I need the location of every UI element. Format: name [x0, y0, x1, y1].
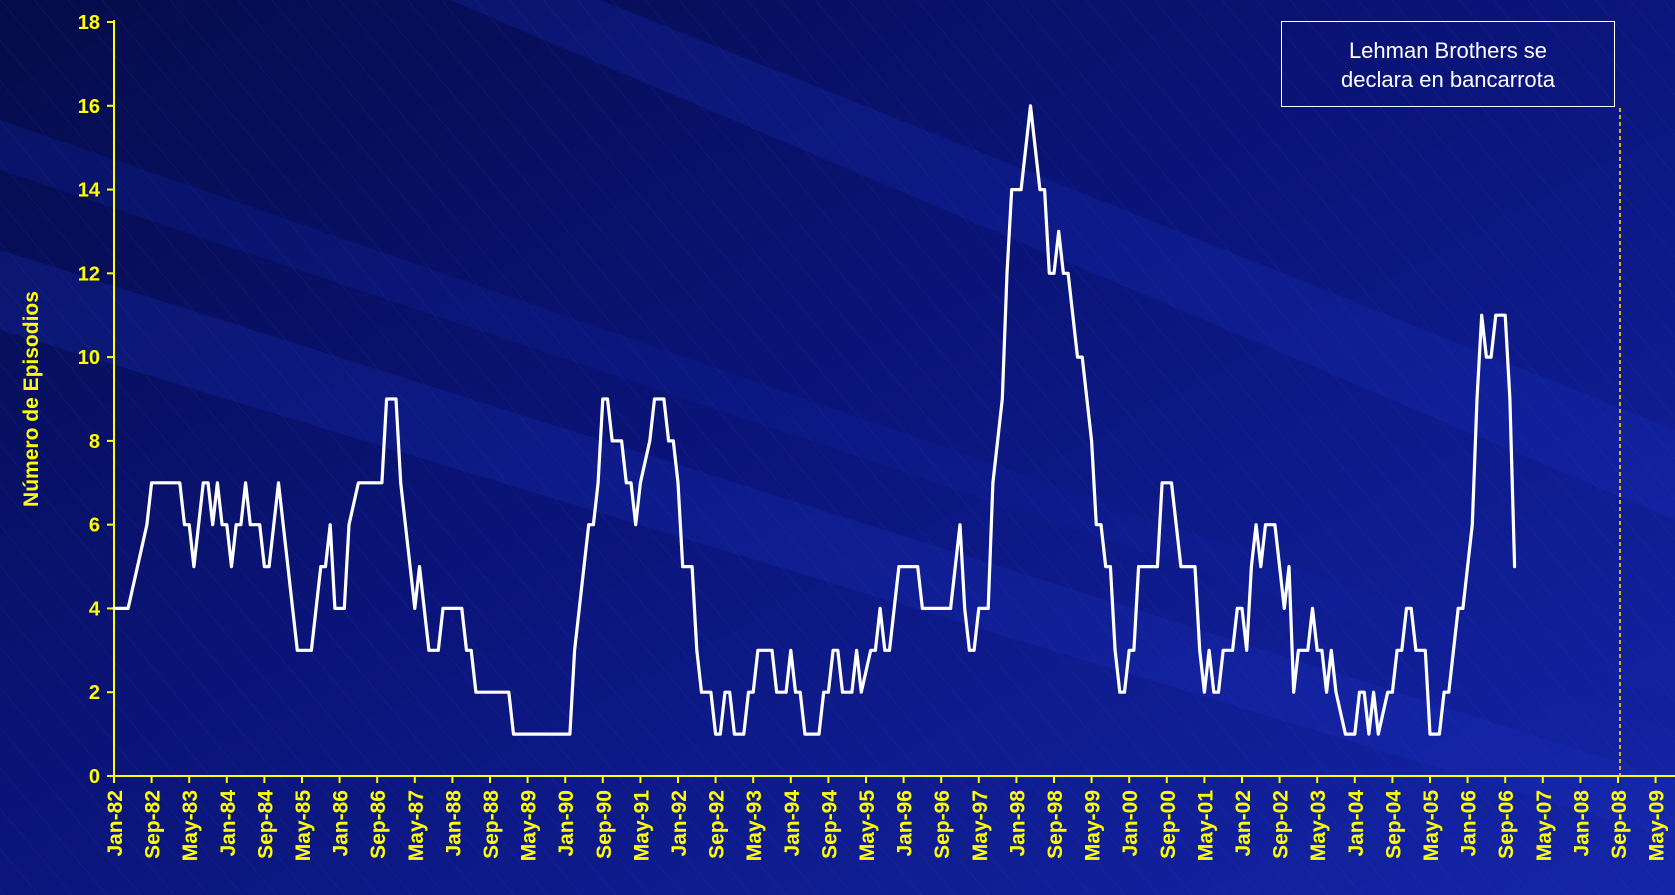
x-tick-label: Sep-90: [593, 790, 616, 859]
x-tick-label: Jan-84: [217, 790, 240, 857]
x-tick-label: Jan-90: [555, 790, 578, 857]
y-tick-label: 8: [89, 431, 100, 453]
x-tick-label: Jan-96: [894, 790, 917, 857]
y-tick-label: 14: [78, 180, 101, 202]
x-tick-label: May-87: [405, 790, 428, 861]
x-tick-label: Jan-00: [1119, 790, 1142, 857]
x-tick-label: May-83: [179, 790, 202, 861]
y-tick-label: 10: [78, 347, 100, 369]
y-tick-label: 2: [89, 682, 100, 704]
x-tick-label: May-89: [518, 790, 541, 861]
x-tick-label: May-05: [1420, 790, 1443, 862]
lehman-annotation-box: Lehman Brothers se declara en bancarrota: [1281, 21, 1615, 107]
x-tick-label: Sep-00: [1157, 790, 1180, 859]
y-tick-label: 6: [89, 515, 100, 537]
x-tick-label: Jan-06: [1458, 790, 1481, 857]
annotation-line-2: declara en bancarrota: [1340, 67, 1556, 92]
x-tick-label: Sep-98: [1044, 790, 1067, 859]
x-tick-label: Sep-88: [480, 790, 503, 859]
y-tick-label: 12: [78, 263, 100, 285]
x-tick-label: May-03: [1307, 790, 1330, 861]
y-tick-label: 16: [78, 96, 100, 118]
x-tick-label: Sep-96: [931, 790, 954, 859]
x-tick-label: Sep-06: [1495, 790, 1518, 859]
x-tick-label: May-01: [1194, 790, 1217, 862]
annotation-line-1: Lehman Brothers se: [1348, 38, 1548, 63]
x-tick-label: Sep-82: [142, 790, 165, 859]
x-tick-label: Jan-82: [104, 790, 127, 857]
x-tick-label: May-93: [743, 790, 766, 861]
x-tick-label: May-91: [630, 790, 653, 862]
x-tick-label: Sep-86: [367, 790, 390, 859]
x-tick-label: Jan-02: [1232, 790, 1255, 857]
x-tick-label: May-09: [1646, 790, 1669, 861]
x-tick-label: Sep-84: [254, 790, 277, 859]
y-tick-label: 18: [78, 12, 100, 34]
x-tick-label: May-97: [969, 790, 992, 861]
x-tick-label: Jan-08: [1570, 790, 1593, 857]
x-tick-label: Jan-04: [1345, 790, 1368, 857]
x-tick-label: Sep-04: [1382, 790, 1405, 859]
x-tick-label: Sep-92: [706, 790, 729, 859]
x-tick-label: Jan-98: [1006, 790, 1029, 857]
x-tick-label: Jan-92: [668, 790, 691, 857]
x-tick-label: May-07: [1533, 790, 1556, 861]
y-tick-label: 4: [89, 598, 101, 620]
x-tick-label: Sep-08: [1608, 790, 1631, 859]
y-tick-label: 0: [89, 766, 100, 788]
x-tick-label: May-85: [292, 790, 315, 862]
x-tick-label: Jan-86: [330, 790, 353, 857]
x-tick-label: May-95: [856, 790, 879, 862]
x-tick-label: Sep-02: [1270, 790, 1293, 859]
x-tick-label: Sep-94: [818, 790, 841, 859]
y-axis-label: Número de Episodios: [20, 291, 43, 507]
x-tick-label: Jan-94: [781, 790, 804, 857]
x-tick-label: May-99: [1082, 790, 1105, 861]
x-tick-label: Jan-88: [442, 790, 465, 857]
